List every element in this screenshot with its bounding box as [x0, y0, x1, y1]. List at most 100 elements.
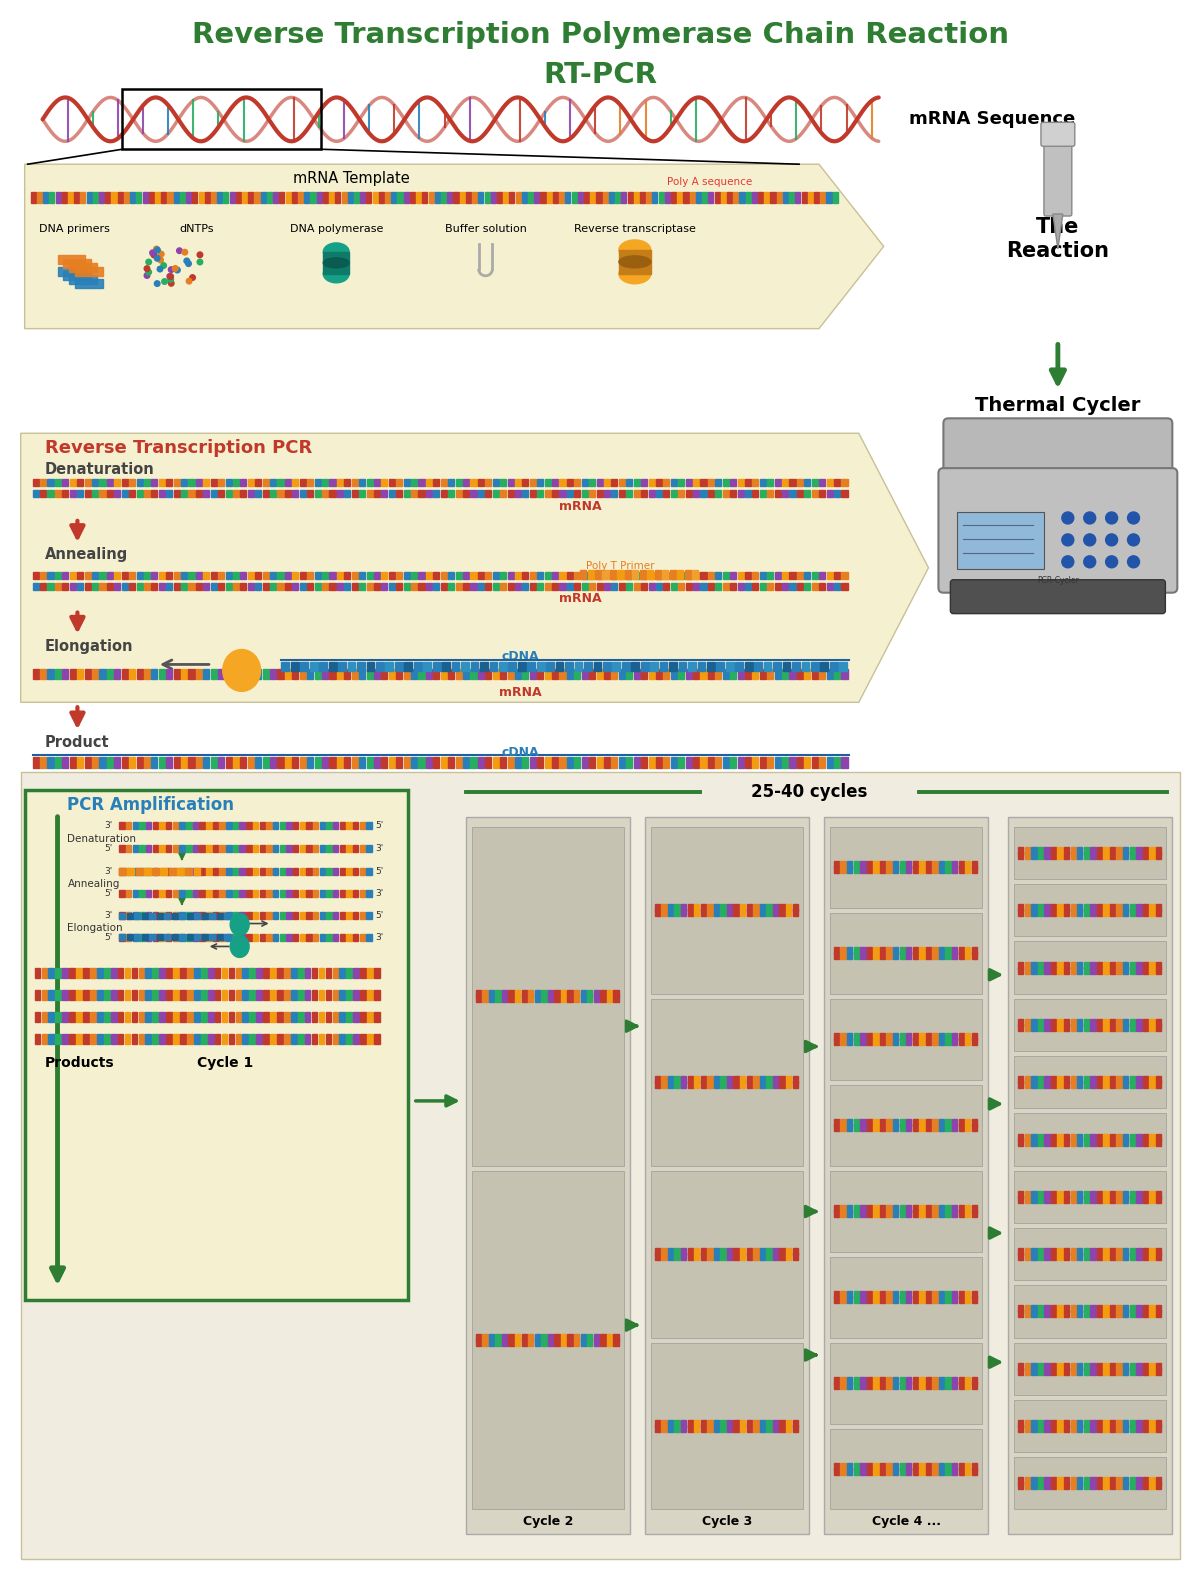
Bar: [1078, 1482, 1082, 1489]
Bar: [199, 869, 205, 875]
Bar: [322, 479, 328, 486]
Bar: [325, 990, 331, 1000]
Bar: [752, 756, 758, 767]
Bar: [893, 1125, 899, 1131]
Bar: [834, 1296, 839, 1304]
FancyBboxPatch shape: [943, 418, 1172, 483]
Text: mRNA: mRNA: [559, 592, 601, 606]
Bar: [326, 869, 331, 875]
Bar: [307, 571, 313, 579]
Bar: [366, 490, 373, 497]
Bar: [1103, 1076, 1109, 1084]
Bar: [770, 191, 775, 202]
Bar: [685, 479, 691, 486]
Bar: [352, 490, 358, 497]
Bar: [1091, 1310, 1096, 1318]
Bar: [959, 1296, 964, 1304]
FancyBboxPatch shape: [1044, 138, 1072, 217]
Bar: [740, 1253, 745, 1261]
Bar: [1057, 1305, 1063, 1313]
Bar: [1051, 1019, 1056, 1025]
Bar: [925, 948, 931, 954]
Bar: [874, 948, 878, 954]
Bar: [83, 1012, 89, 1022]
Bar: [332, 990, 338, 1000]
Bar: [448, 571, 455, 579]
Bar: [664, 669, 670, 679]
Bar: [313, 933, 318, 941]
Bar: [678, 669, 684, 679]
Bar: [786, 1253, 791, 1261]
Bar: [893, 952, 899, 959]
Bar: [906, 1383, 912, 1389]
Bar: [661, 910, 667, 916]
Bar: [509, 995, 514, 1003]
Bar: [535, 1334, 540, 1342]
Bar: [701, 756, 707, 767]
Bar: [470, 479, 476, 486]
Bar: [714, 910, 719, 916]
Bar: [248, 479, 254, 486]
Bar: [938, 861, 944, 869]
Bar: [773, 1248, 779, 1255]
Bar: [701, 905, 706, 911]
Bar: [187, 1035, 193, 1044]
Bar: [1018, 1134, 1024, 1141]
Bar: [754, 1253, 758, 1261]
Bar: [834, 1291, 839, 1299]
Bar: [157, 935, 163, 940]
Bar: [834, 669, 840, 679]
Bar: [240, 571, 246, 579]
Bar: [522, 990, 527, 997]
Bar: [648, 479, 654, 486]
Bar: [680, 1248, 686, 1255]
Bar: [277, 582, 283, 590]
Bar: [186, 913, 192, 919]
Bar: [811, 669, 818, 679]
Bar: [900, 1291, 905, 1299]
Bar: [396, 669, 402, 679]
Bar: [1142, 1310, 1148, 1318]
Bar: [860, 1376, 865, 1384]
Bar: [688, 1076, 692, 1084]
Bar: [277, 1012, 283, 1022]
Bar: [488, 1334, 494, 1342]
Bar: [590, 191, 595, 202]
Bar: [847, 1118, 852, 1126]
Bar: [571, 191, 577, 202]
Bar: [138, 1035, 144, 1044]
Bar: [515, 990, 521, 997]
Bar: [972, 1376, 977, 1384]
Circle shape: [158, 252, 164, 256]
Bar: [874, 1468, 878, 1474]
Bar: [932, 1296, 937, 1304]
Bar: [1103, 1024, 1109, 1031]
Bar: [1156, 1196, 1162, 1202]
Bar: [900, 861, 905, 869]
Bar: [1025, 1425, 1030, 1432]
Bar: [1051, 1421, 1056, 1427]
Bar: [313, 891, 318, 897]
Bar: [337, 479, 343, 486]
Bar: [1150, 1482, 1154, 1489]
Bar: [233, 891, 239, 897]
Bar: [300, 479, 306, 486]
Bar: [827, 669, 833, 679]
Bar: [366, 869, 372, 875]
Bar: [90, 1012, 96, 1022]
Bar: [847, 1463, 852, 1470]
Bar: [74, 191, 79, 202]
Bar: [730, 571, 737, 579]
Bar: [1116, 1248, 1122, 1255]
Bar: [674, 905, 680, 911]
Bar: [626, 479, 632, 486]
Bar: [1136, 1134, 1141, 1141]
Bar: [1116, 1305, 1122, 1313]
Bar: [773, 905, 779, 911]
Bar: [874, 1038, 878, 1046]
Bar: [493, 756, 499, 767]
Bar: [932, 1038, 937, 1046]
Bar: [860, 1296, 865, 1304]
Bar: [40, 571, 46, 579]
Bar: [433, 490, 439, 497]
